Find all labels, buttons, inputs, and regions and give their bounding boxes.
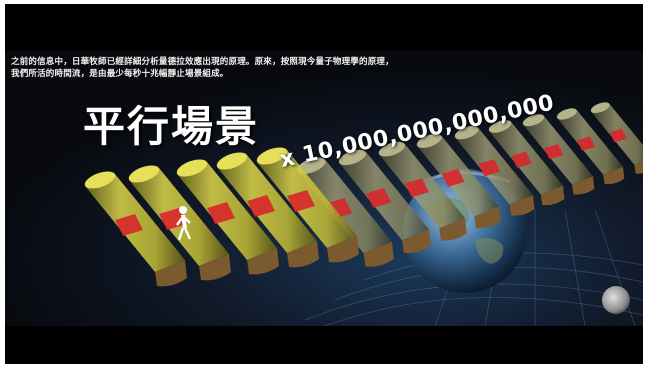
still-frame-marker <box>366 188 392 208</box>
still-frame-marker <box>478 159 501 177</box>
still-frame-marker <box>544 144 564 160</box>
caption: 之前的信息中，日華牧師已經詳細分析量德拉效應出現的原理。原來，按照現今量子物理學… <box>11 56 631 80</box>
still-frame-marker <box>576 136 596 151</box>
scene-frame-cylinder <box>556 108 625 185</box>
still-frame-marker <box>404 178 429 198</box>
scene-frame-cylinder <box>216 152 319 268</box>
scene-frame-cylinder <box>416 133 501 229</box>
scene-frame-cylinder <box>176 159 279 275</box>
scene-frame-cylinder <box>296 157 394 267</box>
earth-landmass <box>475 238 504 264</box>
still-frame-marker <box>287 190 315 212</box>
scene-frame-cylinder <box>488 120 565 206</box>
title: 平行場景 <box>83 102 260 151</box>
scene-frame-cylinder <box>338 149 431 254</box>
scene-frame-cylinder <box>256 147 359 263</box>
scene-frame-cylinder <box>378 141 467 241</box>
still-frame-marker <box>159 208 187 230</box>
scene-frame-cylinder <box>128 165 231 281</box>
still-frame-marker <box>511 151 532 168</box>
scene-frame-cylinder <box>454 126 535 216</box>
scene-illustration <box>5 50 643 326</box>
still-frame-marker <box>441 168 465 187</box>
scene-frame-cylinder <box>84 171 187 287</box>
walking-person-icon <box>176 206 192 241</box>
caption-line-2: 我們所活的時間流，是由最少每秒十兆幅靜止場景組成。 <box>11 69 229 79</box>
caption-line-1: 之前的信息中，日華牧師已經詳細分析量德拉效應出現的原理。原來，按照現今量子物理學… <box>11 57 394 67</box>
letterbox-top <box>5 4 643 50</box>
still-frame-marker <box>115 214 143 236</box>
still-frame-marker <box>609 128 627 143</box>
still-frame-marker <box>247 195 275 217</box>
parallel-scenes <box>84 102 643 287</box>
scene-frame-cylinder <box>522 114 595 195</box>
still-frame-marker <box>207 202 235 224</box>
letterbox-bottom <box>5 326 643 364</box>
scene-frame-cylinder <box>590 102 643 174</box>
video-frame: 之前的信息中，日華牧師已經詳細分析量德拉效應出現的原理。原來，按照現今量子物理學… <box>5 4 643 364</box>
moon <box>602 286 630 314</box>
